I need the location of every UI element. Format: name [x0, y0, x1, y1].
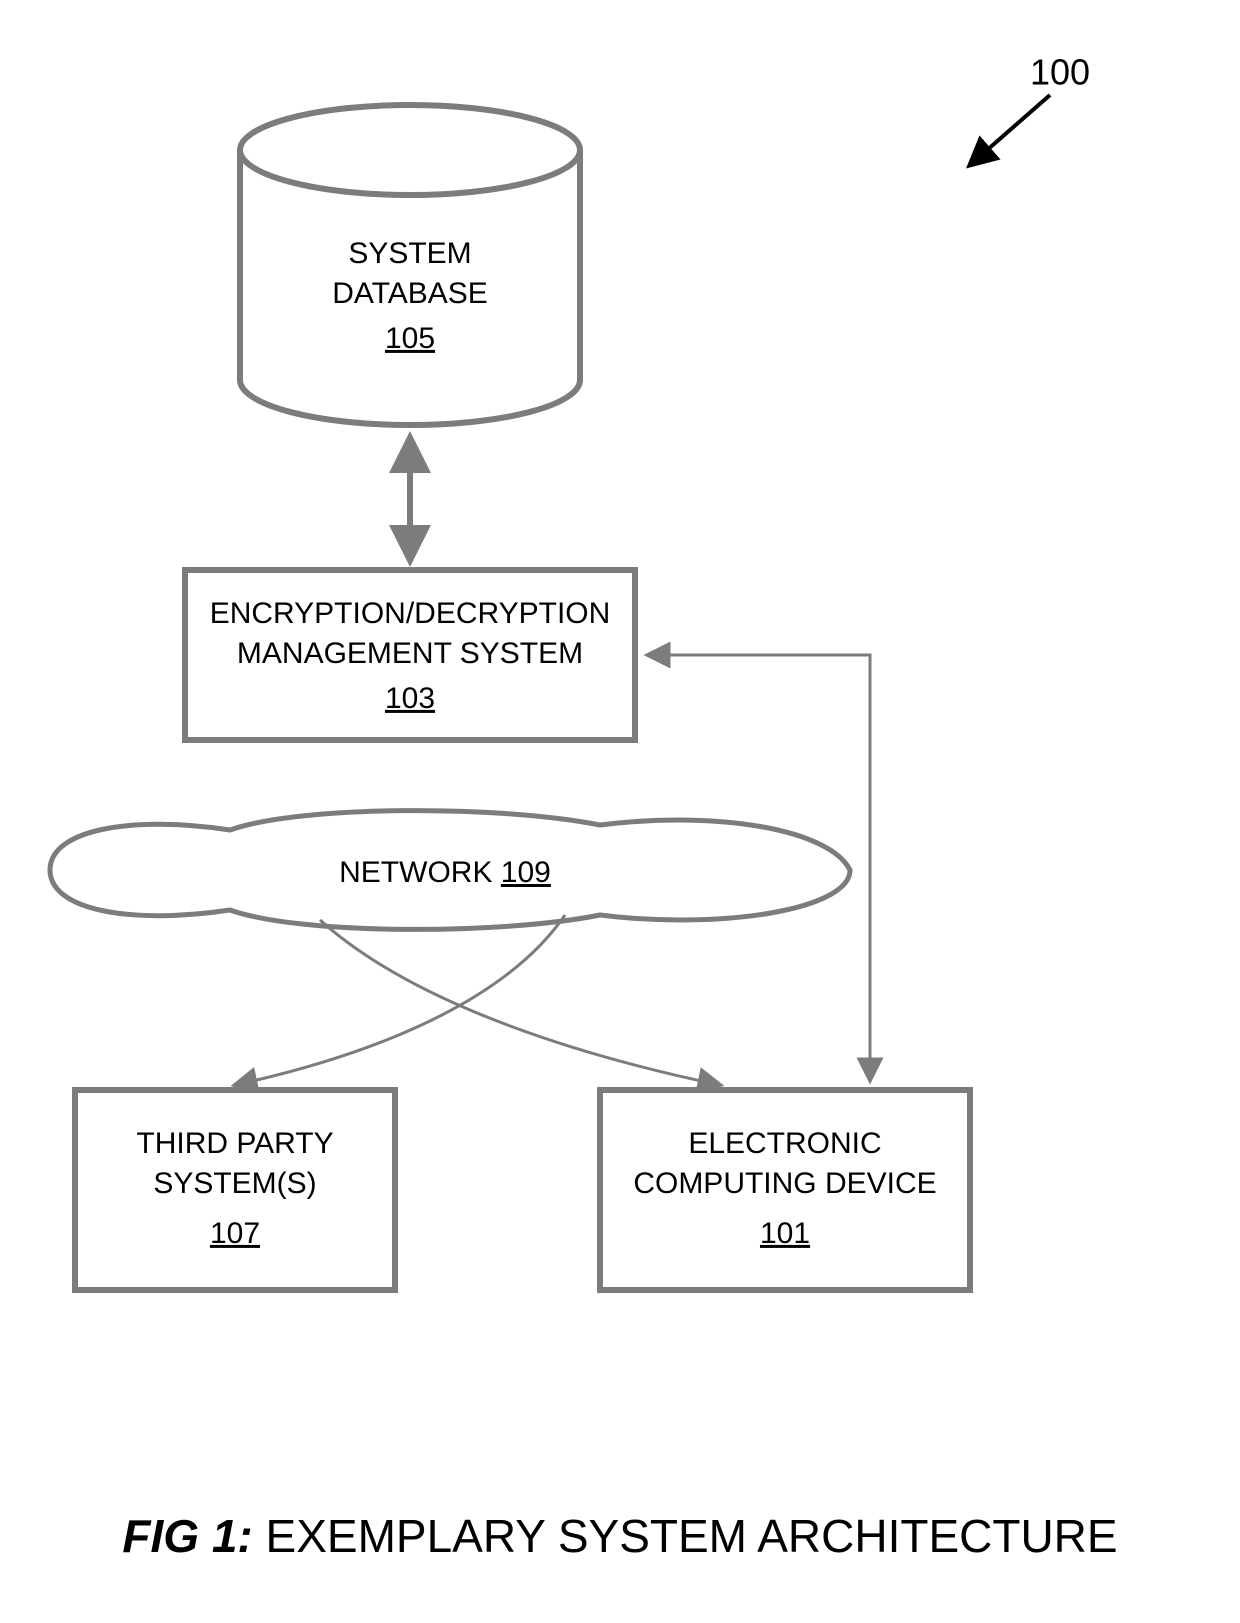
database-node: SYSTEM DATABASE 105: [240, 105, 580, 425]
device-node: ELECTRONIC COMPUTING DEVICE 101: [600, 1090, 970, 1290]
thirdparty-ref: 107: [210, 1217, 260, 1250]
management-label-line2: MANAGEMENT SYSTEM: [237, 637, 583, 670]
database-label-line1: SYSTEM: [348, 237, 471, 270]
figure-number-label: 100: [1030, 52, 1090, 93]
network-label: NETWORK 109: [339, 856, 551, 889]
figure-caption: FIG 1: EXEMPLARY SYSTEM ARCHITECTURE: [122, 1510, 1117, 1562]
database-ref: 105: [385, 322, 435, 355]
management-ref: 103: [385, 682, 435, 715]
figure-number-pointer: 100: [970, 52, 1090, 165]
network-node: NETWORK 109: [50, 811, 850, 930]
device-ref: 101: [760, 1217, 810, 1250]
management-label-line1: ENCRYPTION/DECRYPTION: [210, 597, 611, 630]
device-label-line2: COMPUTING DEVICE: [633, 1167, 936, 1200]
thirdparty-node: THIRD PARTY SYSTEM(S) 107: [75, 1090, 395, 1290]
thirdparty-label-line1: THIRD PARTY: [136, 1127, 333, 1160]
management-node: ENCRYPTION/DECRYPTION MANAGEMENT SYSTEM …: [185, 570, 635, 740]
arrow-network-device: [320, 920, 720, 1085]
thirdparty-label-line2: SYSTEM(S): [153, 1167, 316, 1200]
arrow-network-thirdparty: [235, 915, 565, 1085]
device-label-line1: ELECTRONIC: [688, 1127, 881, 1160]
database-label-line2: DATABASE: [332, 277, 488, 310]
